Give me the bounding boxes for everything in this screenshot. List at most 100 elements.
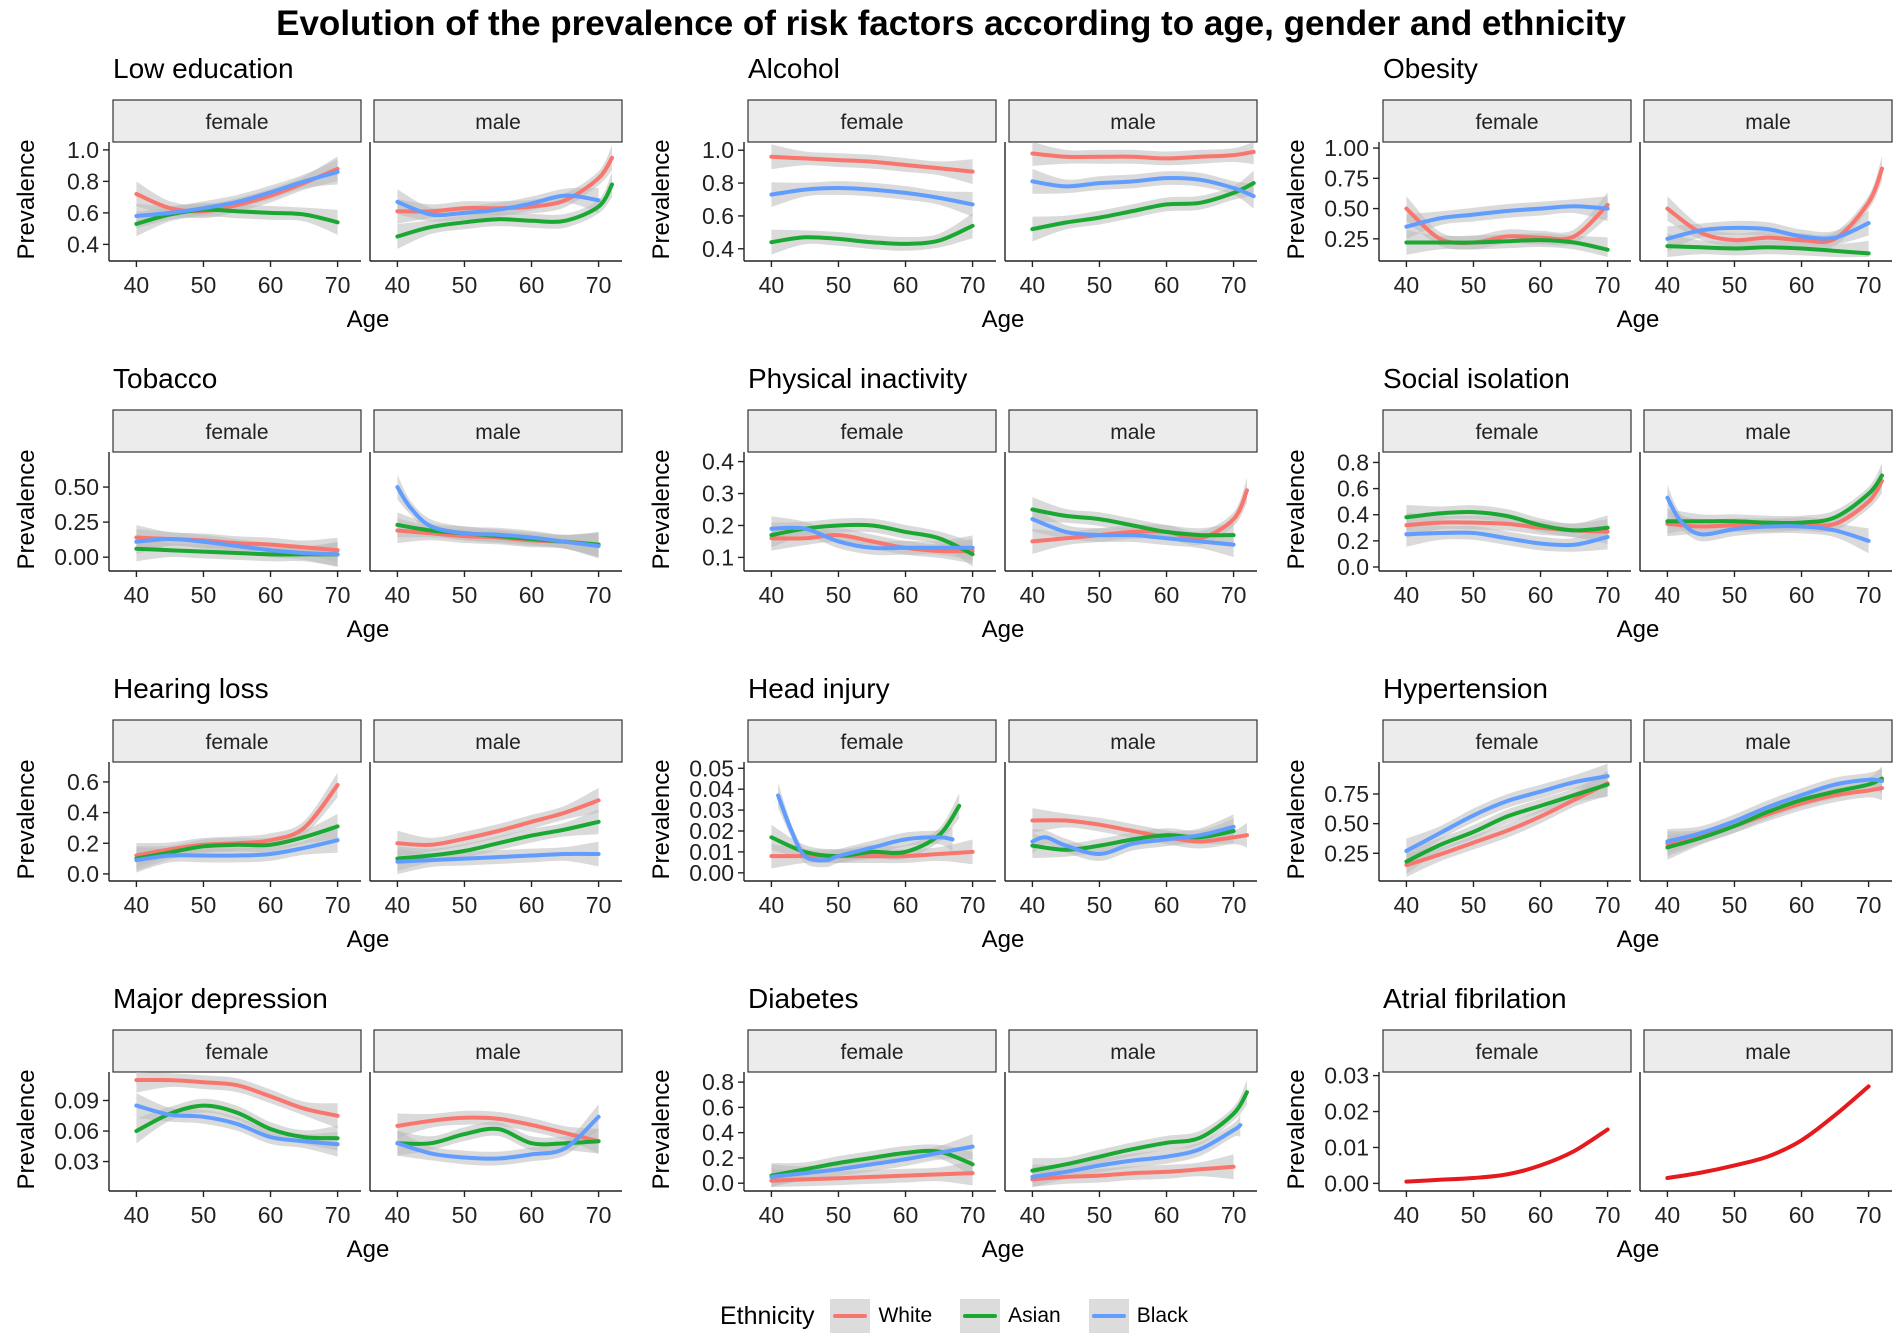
y-tick-label-atrial-fibrilation: 0.00 [1324,1170,1369,1196]
y-axis-label-atrial-fibrilation: Prevalence [1283,1069,1310,1189]
facet-strip-atrial-fibrilation-male [1643,1029,1893,1073]
panel-head-injury: Head injury Prevalence Age 0.000.010.020.03… [648,673,1258,953]
facet-strip-tobacco-male [373,409,623,453]
legend: Ethnicity White Asian Black [720,1296,1206,1336]
y-tick-label-atrial-fibrilation: 0.03 [1324,1063,1369,1089]
facet-strip-low-education-female [112,99,362,143]
x-tick-label-social-isolation-male: 70 [1856,582,1882,608]
facet-low-education-female: female 40 50 60 70 [108,99,362,298]
y-axis-label-alcohol: Prevalence [648,139,675,259]
y-axis-label-low-education: Prevalence [13,139,40,259]
confidence-band-black-social-isolation-male [1667,485,1869,554]
legend-key-white [830,1299,871,1333]
facet-tobacco-female: female 40 50 60 70 [108,409,362,608]
x-tick-label-obesity-female: 50 [1461,272,1487,298]
series-line-asian-alcohol-female [769,223,975,246]
x-tick-label-low-education-female: 70 [325,272,351,298]
legend-label-black: Black [1136,1304,1189,1327]
facet-strip-obesity-male [1643,99,1893,143]
y-tick-label-physical-inactivity: 0.2 [702,512,734,538]
facet-label-major-depression-male: male [475,1041,521,1064]
x-tick-label-alcohol-male: 40 [1020,272,1046,298]
series-line-black-alcohol-male [1030,176,1256,199]
facet-social-isolation-male: male 40 50 60 70 [1639,409,1893,608]
x-tick-label-low-education-female: 60 [258,272,284,298]
x-tick-label-physical-inactivity-male: 70 [1221,582,1247,608]
y-tick-label-tobacco: 0.00 [54,544,99,570]
series-line-asian-diabetes-male [1030,1090,1249,1173]
series-line-asian-hypertension-male [1665,776,1884,850]
facet-label-physical-inactivity-female: female [840,421,903,444]
series-line-white-diabetes-female [769,1171,975,1183]
panel-title-hearing-loss: Hearing loss [113,673,269,704]
x-tick-label-alcohol-female: 40 [759,272,785,298]
panel-title-social-isolation: Social isolation [1383,363,1570,394]
facet-diabetes-female: female 40 50 60 70 [743,1029,997,1228]
series-line-white-atrial-fibrilation-male [1665,1084,1871,1180]
y-tick-label-low-education: 1.0 [67,137,99,163]
x-tick-label-tobacco-female: 50 [191,582,217,608]
series-line-black-obesity-female [1404,204,1610,229]
facet-label-low-education-male: male [475,111,521,134]
panel-physical-inactivity: Physical inactivity Prevalence Age 0.1 0.2 0.… [648,363,1258,643]
x-axis-label-low-education: Age [347,306,390,333]
x-tick-label-social-isolation-male: 40 [1655,582,1681,608]
panel-hearing-loss: Hearing loss Prevalence Age 0.0 0.2 0.4 0.6 fem… [13,673,623,953]
facet-strip-social-isolation-male [1643,409,1893,453]
y-tick-label-alcohol: 0.8 [702,170,734,196]
y-tick-label-major-depression: 0.09 [54,1087,99,1113]
x-axis-label-obesity: Age [1617,306,1660,333]
panel-hypertension: Hypertension Prevalence Age 0.25 0.50 0.75 fem… [1283,673,1893,953]
x-tick-label-physical-inactivity-male: 40 [1020,582,1046,608]
y-tick-label-physical-inactivity: 0.4 [702,449,734,475]
series-line-black-hearing-loss-female [134,838,340,863]
x-tick-label-major-depression-male: 50 [452,1202,478,1228]
y-tick-label-hypertension: 0.25 [1324,840,1369,866]
facet-tobacco-male: male 40 50 60 70 [369,409,623,608]
confidence-band-asian-low-education-male [397,172,612,249]
x-tick-label-obesity-female: 70 [1595,272,1621,298]
y-tick-label-social-isolation: 0.8 [1337,449,1369,475]
confidence-band-white-major-depression-female [136,1072,338,1129]
series-line-white-major-depression-female [134,1077,340,1118]
facet-strip-tobacco-female [112,409,362,453]
x-tick-label-diabetes-female: 60 [893,1202,919,1228]
series-line-black-social-isolation-female [1404,530,1610,548]
x-tick-label-low-education-female: 40 [124,272,150,298]
x-tick-label-diabetes-female: 70 [960,1202,986,1228]
series-line-white-head-injury-male [1030,818,1249,844]
facet-label-obesity-male: male [1745,111,1791,134]
x-tick-label-hearing-loss-female: 60 [258,892,284,918]
y-tick-label-low-education: 0.6 [67,200,99,226]
confidence-band-black-tobacco-male [397,474,599,559]
panel-alcohol: Alcohol Prevalence Age 0.4 0.6 0.8 1.0 female 40… [648,53,1258,333]
y-axis-label-social-isolation: Prevalence [1283,449,1310,569]
facet-strip-social-isolation-female [1382,409,1632,453]
facet-strip-hypertension-male [1643,719,1893,763]
confidence-band-asian-obesity-female [1406,230,1608,257]
facet-obesity-female: female 40 50 60 70 [1378,99,1632,298]
confidence-band-white-alcohol-female [771,144,973,184]
facet-label-alcohol-male: male [1110,111,1156,134]
confidence-band-asian-head-injury-female [771,793,960,863]
series-line-asian-hearing-loss-female [134,824,340,861]
panel-title-alcohol: Alcohol [748,53,840,84]
panel-title-hypertension: Hypertension [1383,673,1548,704]
panel-title-obesity: Obesity [1383,53,1478,84]
y-tick-label-obesity: 0.25 [1324,226,1369,252]
y-axis-label-physical-inactivity: Prevalence [648,449,675,569]
y-tick-label-hearing-loss: 0.6 [67,769,99,795]
panel-title-atrial-fibrilation: Atrial fibrilation [1383,983,1567,1014]
facet-label-physical-inactivity-male: male [1110,421,1156,444]
confidence-band-black-hearing-loss-female [136,827,338,873]
x-tick-label-low-education-male: 50 [452,272,478,298]
facet-label-tobacco-female: female [205,421,268,444]
y-axis-label-obesity: Prevalence [1283,139,1310,259]
series-line-asian-hearing-loss-male [395,819,601,861]
facet-strip-major-depression-female [112,1029,362,1073]
x-tick-label-head-injury-male: 40 [1020,892,1046,918]
facet-hearing-loss-female: female 40 50 60 70 [108,719,362,918]
facet-label-social-isolation-male: male [1745,421,1791,444]
y-tick-label-hearing-loss: 0.0 [67,861,99,887]
facet-label-hypertension-male: male [1745,731,1791,754]
